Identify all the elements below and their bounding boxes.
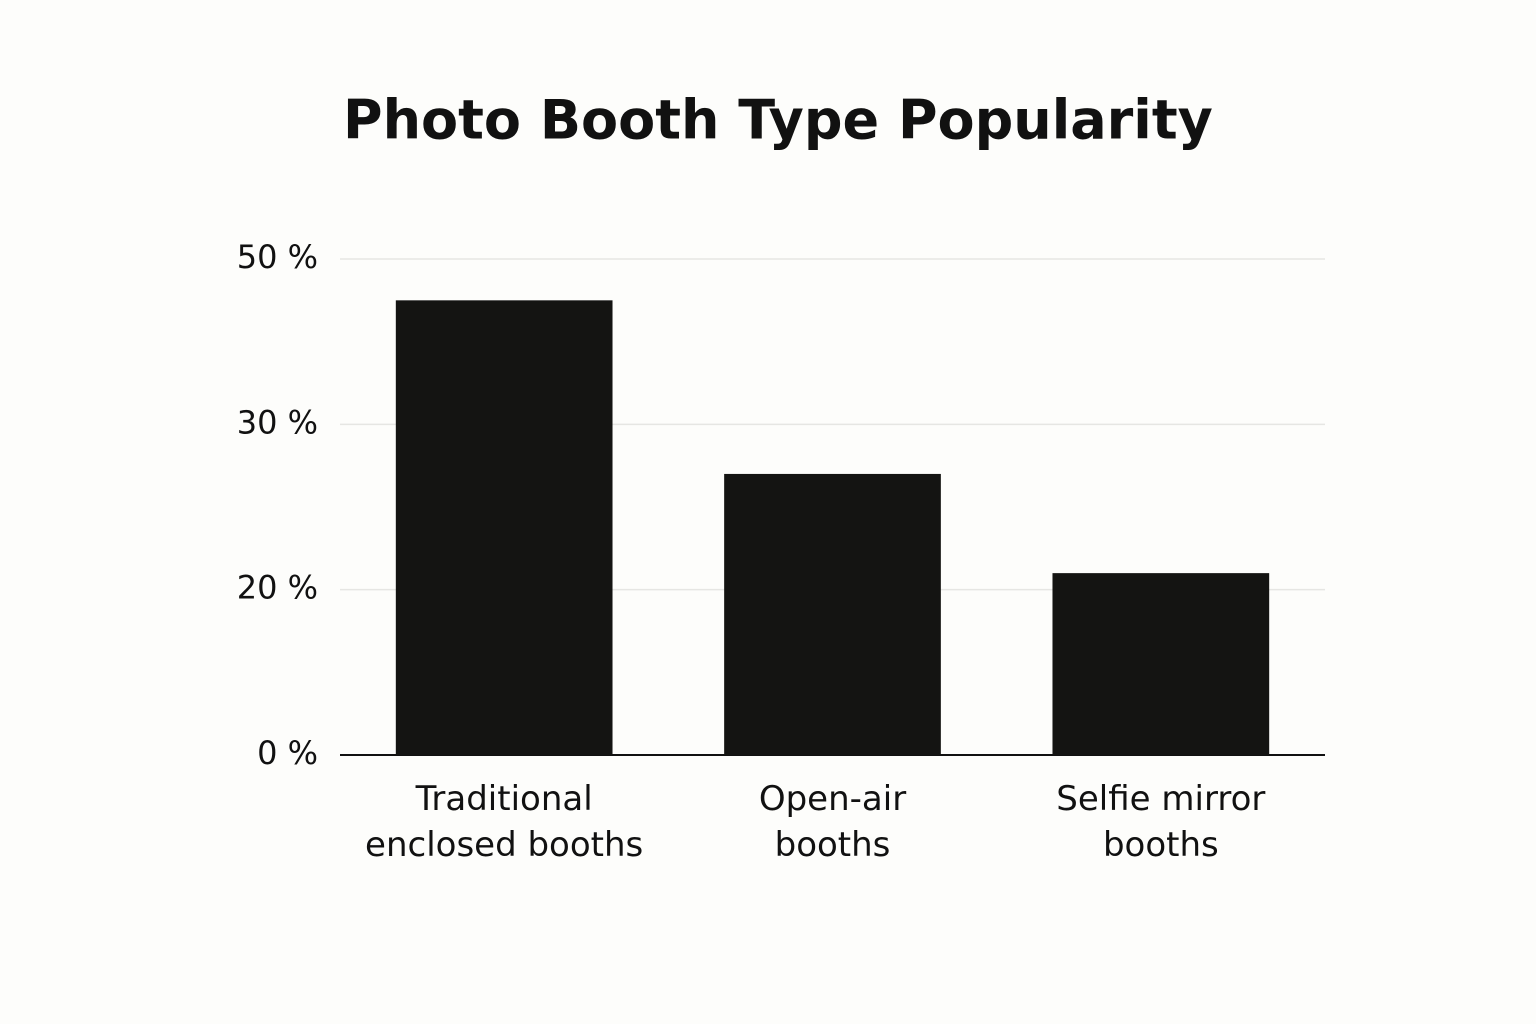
x-tick-label: Selfie mirror booths (1056, 779, 1265, 865)
y-tick-label: 30 % (237, 403, 318, 441)
x-tick-label-line: booths (775, 825, 891, 865)
x-tick-label-line: Open-air (759, 779, 906, 819)
chart-title: Photo Booth Type Popularity (343, 89, 1213, 152)
x-tick-label-line: booths (1103, 825, 1219, 865)
x-tick-label: Open-air booths (759, 779, 906, 865)
bar (724, 473, 941, 755)
x-tick-label-line: enclosed booths (365, 825, 643, 865)
y-tick-label: 20 % (237, 569, 318, 607)
bar (1052, 573, 1270, 755)
x-tick-label: Traditional enclosed booths (365, 779, 643, 865)
y-tick-label: 0 % (257, 734, 318, 772)
x-tick-label-line: Traditional (415, 779, 593, 819)
y-tick-label: 50 % (237, 238, 318, 276)
x-tick-label-line: Selfie mirror (1056, 779, 1265, 819)
bar (395, 300, 613, 755)
